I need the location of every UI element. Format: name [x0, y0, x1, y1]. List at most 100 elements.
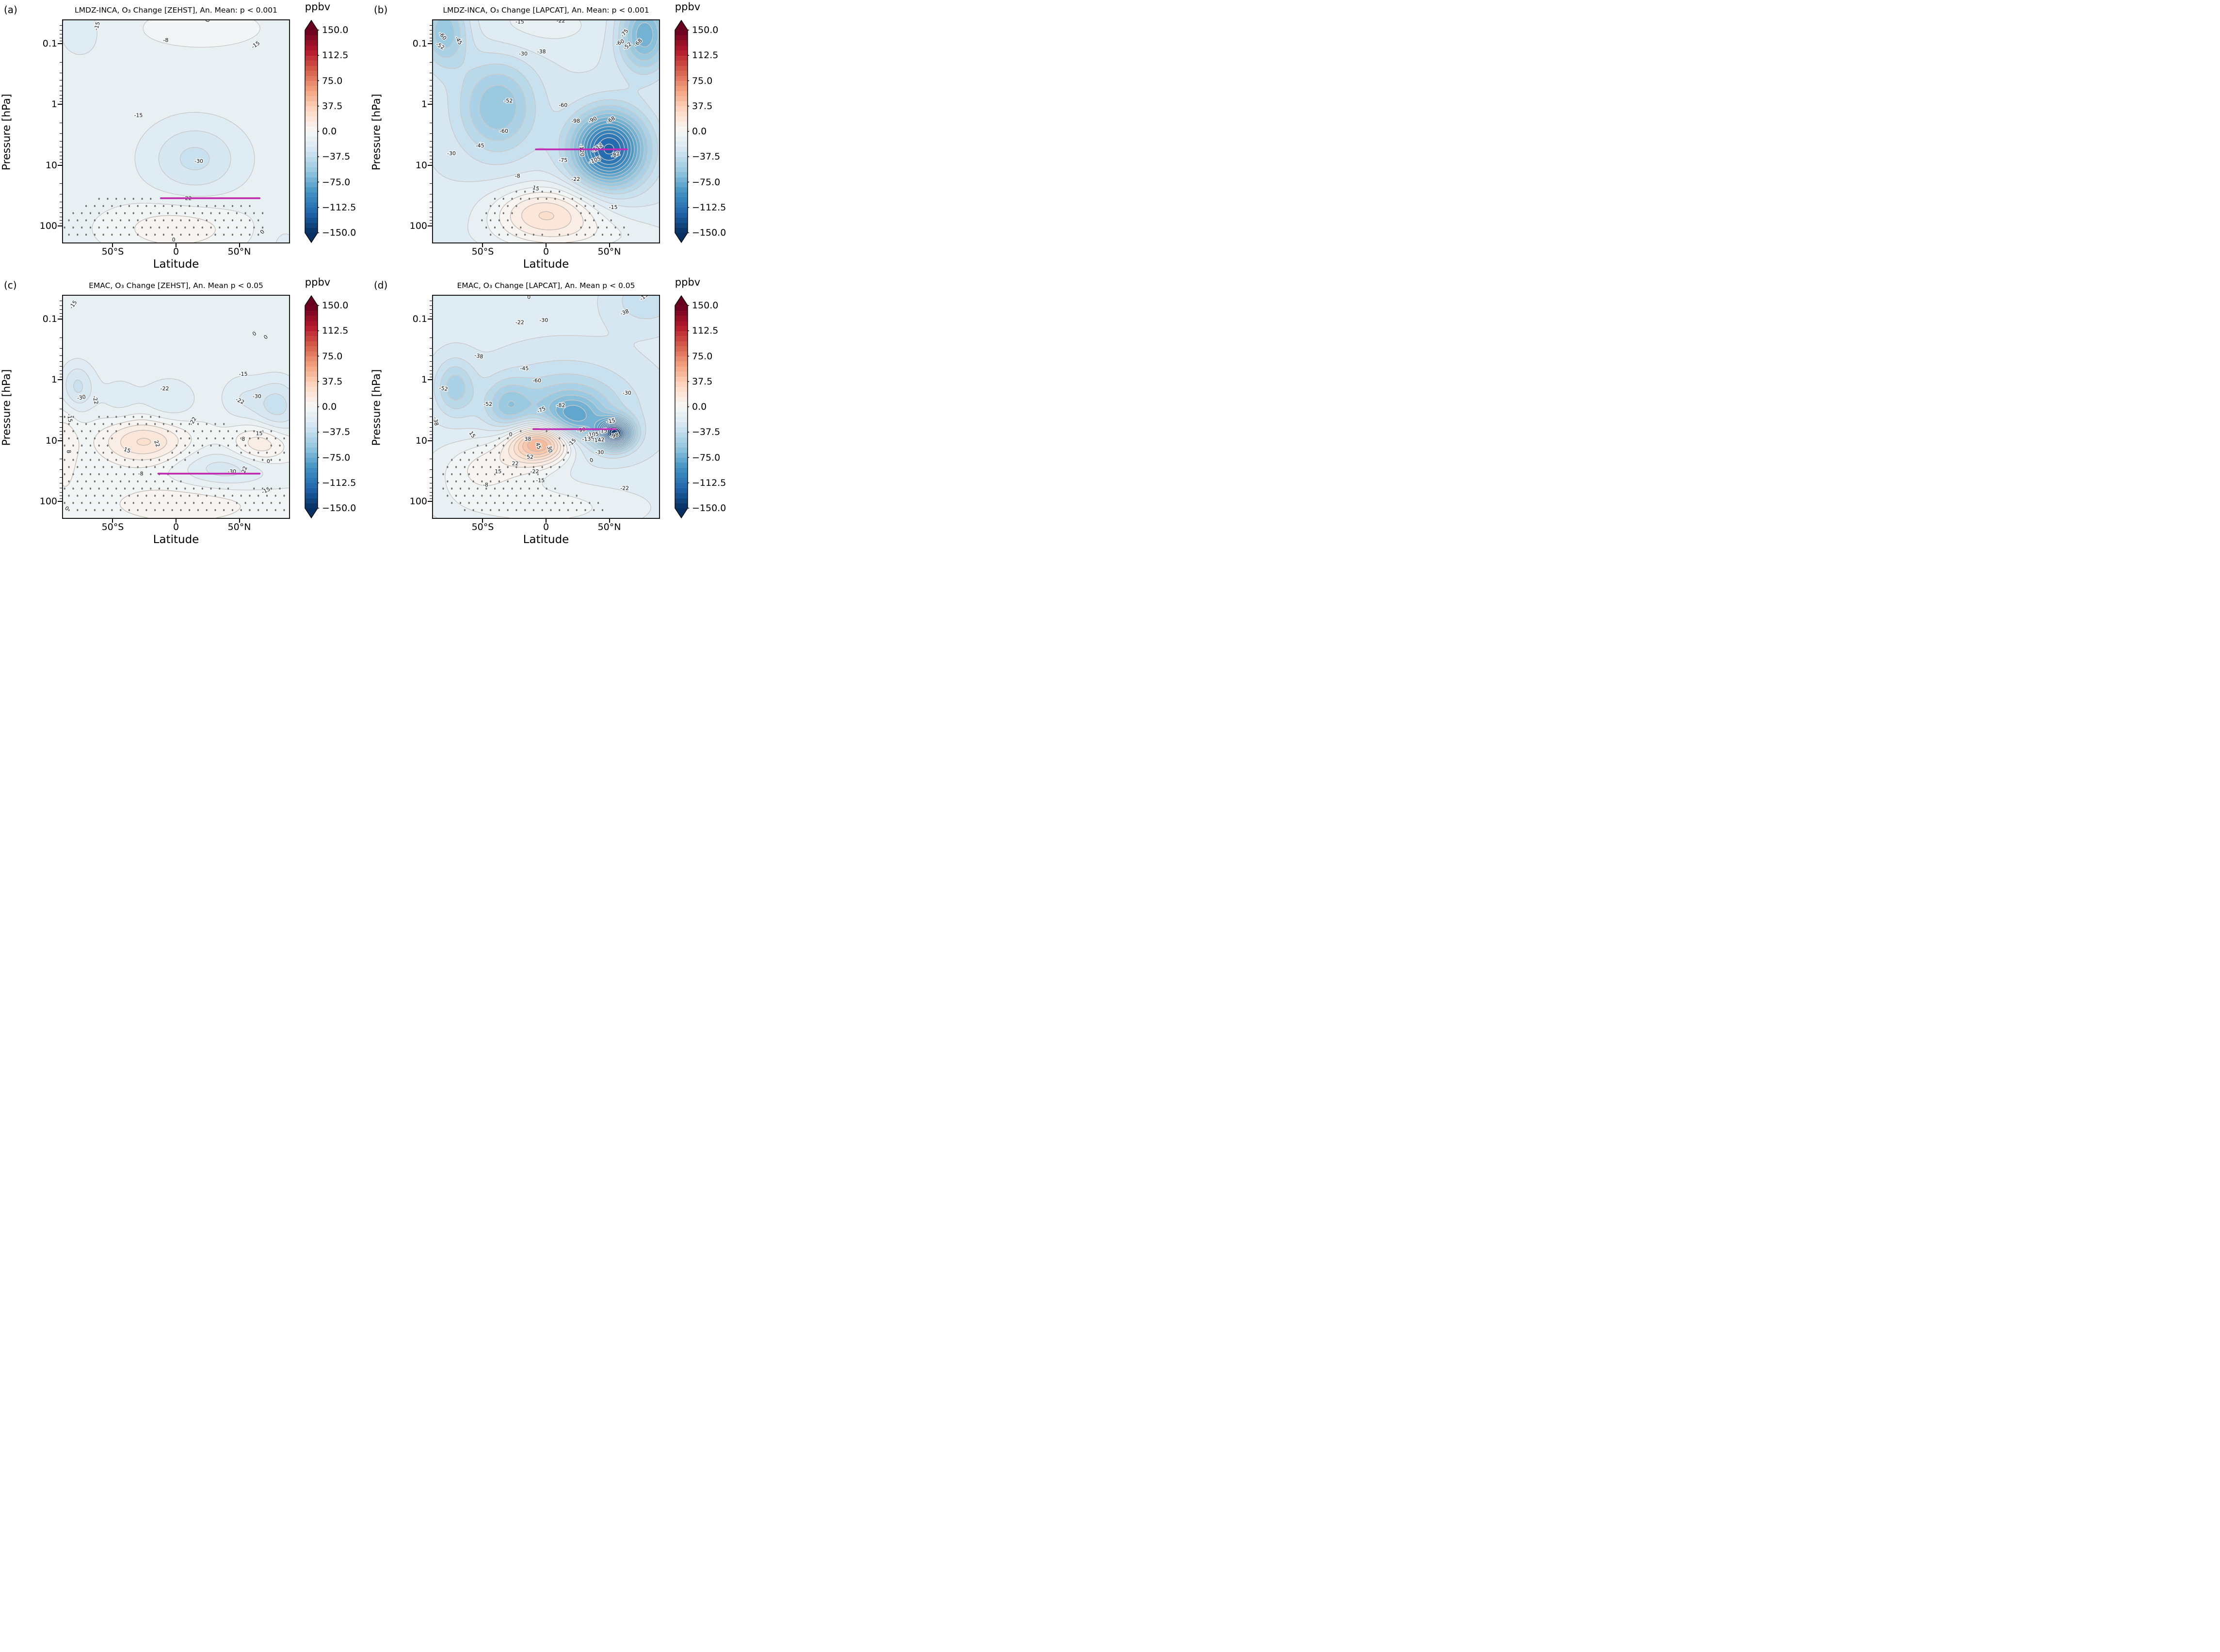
colorbar-tick-label: 112.5 [692, 50, 719, 61]
y-minor-tick-mark [60, 469, 62, 470]
y-tick-mark [58, 500, 62, 502]
y-minor-tick-mark [60, 492, 62, 493]
colorbar-unit-label: ppbv [675, 1, 701, 13]
panel-letter: (b) [374, 4, 388, 16]
y-minor-tick-mark [430, 427, 432, 428]
y-tick-label: 10 [45, 160, 57, 171]
y-tick-label: 100 [39, 496, 57, 507]
colorbar-unit-label: ppbv [675, 276, 701, 288]
y-tick-label: 10 [415, 160, 427, 171]
colorbar-unit-label: ppbv [305, 1, 331, 13]
x-tick-mark [112, 519, 113, 523]
y-minor-tick-mark [430, 398, 432, 399]
y-minor-tick-mark [430, 498, 432, 499]
colorbar-tick-label: 150.0 [322, 300, 349, 311]
y-minor-tick-mark [430, 492, 432, 493]
y-tick-label: 0.1 [412, 313, 427, 324]
colorbar-tick-label: −37.5 [322, 427, 351, 438]
colorbar-tick-label: −112.5 [692, 477, 726, 488]
x-tick-mark [609, 519, 610, 523]
colorbar-tick-label: −112.5 [322, 477, 356, 488]
y-minor-tick-mark [60, 212, 62, 213]
y-minor-tick-mark [430, 101, 432, 102]
colorbar-tick-label: 112.5 [692, 325, 719, 337]
x-tick-label: 50°S [101, 522, 124, 532]
y-tick-mark [428, 43, 432, 44]
colorbar-tick-label: −37.5 [692, 151, 721, 162]
y-minor-tick-mark [60, 223, 62, 224]
panel-letter: (d) [374, 279, 388, 291]
figure-grid: (a) LMDZ-INCA, O₃ Change [ZEHST], An. Me… [0, 0, 740, 551]
y-minor-tick-mark [60, 366, 62, 367]
y-minor-tick-mark [60, 477, 62, 478]
y-tick-label: 100 [409, 220, 427, 231]
y-tick-mark [428, 104, 432, 105]
colorbar-tick-label: 150.0 [322, 25, 349, 35]
y-tick-label: 100 [409, 496, 427, 507]
y-minor-tick-mark [60, 162, 62, 163]
y-minor-tick-mark [430, 337, 432, 338]
y-tick-label: 0.1 [42, 313, 57, 324]
colorbar-tick-label: 75.0 [692, 75, 713, 86]
colorbar-tick-label: −150.0 [692, 227, 726, 238]
colorbar-tick-label: 112.5 [322, 50, 349, 61]
y-tick-label: 100 [39, 220, 57, 231]
plot-canvas [432, 19, 660, 243]
y-minor-tick-mark [430, 220, 432, 221]
y-minor-tick-mark [430, 62, 432, 63]
colorbar-tick-label: −75.0 [322, 452, 351, 463]
y-tick-mark [58, 164, 62, 166]
x-axis-label: Latitude [153, 258, 199, 271]
colorbar-tick-label: 0.0 [322, 401, 337, 412]
y-tick-mark [58, 225, 62, 226]
x-tick-label: 50°S [471, 522, 494, 532]
x-tick-mark [609, 243, 610, 247]
y-minor-tick-mark [60, 361, 62, 362]
colorbar-tick-label: −150.0 [322, 503, 356, 513]
y-minor-tick-mark [430, 141, 432, 142]
y-minor-tick-mark [60, 370, 62, 371]
colorbar-tick-label: −75.0 [692, 176, 721, 188]
y-minor-tick-mark [60, 422, 62, 423]
y-minor-tick-mark [60, 427, 62, 428]
y-minor-tick-mark [430, 422, 432, 423]
y-minor-tick-mark [430, 162, 432, 163]
y-tick-mark [58, 318, 62, 320]
y-tick-label: 10 [45, 435, 57, 446]
y-minor-tick-mark [430, 98, 432, 99]
y-minor-tick-mark [430, 434, 432, 435]
y-minor-tick-mark [60, 62, 62, 63]
plot-canvas [432, 295, 660, 519]
y-minor-tick-mark [430, 366, 432, 367]
y-tick-label: 0.1 [412, 38, 427, 49]
y-minor-tick-mark [60, 434, 62, 435]
colorbar-tick-label: −112.5 [322, 202, 356, 213]
colorbar-unit-label: ppbv [305, 276, 331, 288]
colorbar-tick-label: 37.5 [692, 376, 713, 387]
y-tick-mark [58, 43, 62, 44]
panel-title: EMAC, O₃ Change [ZEHST], An. Mean p < 0.… [89, 281, 263, 290]
x-tick-mark [112, 243, 113, 247]
y-tick-label: 1 [421, 99, 427, 110]
y-minor-tick-mark [430, 25, 432, 26]
y-minor-tick-mark [430, 133, 432, 134]
y-minor-tick-mark [430, 30, 432, 31]
panel-title: LMDZ-INCA, O₃ Change [ZEHST], An. Mean: … [75, 6, 277, 15]
y-minor-tick-mark [60, 30, 62, 31]
x-tick-label: 0 [173, 246, 179, 257]
x-tick-mark [482, 519, 483, 523]
y-tick-mark [428, 500, 432, 502]
y-tick-mark [428, 225, 432, 226]
y-minor-tick-mark [430, 316, 432, 317]
colorbar-tick-label: 37.5 [322, 376, 343, 387]
x-tick-label: 50°S [101, 246, 124, 257]
colorbar-tick-label: −150.0 [322, 227, 356, 238]
colorbar-tick-label: 37.5 [692, 100, 713, 112]
x-axis-label: Latitude [153, 533, 199, 546]
y-tick-mark [58, 379, 62, 381]
colorbar-tick-label: 75.0 [322, 351, 343, 362]
x-tick-label: 0 [543, 522, 549, 532]
colorbar-tick-label: −150.0 [692, 503, 726, 513]
y-minor-tick-mark [60, 25, 62, 26]
y-minor-tick-mark [60, 183, 62, 184]
